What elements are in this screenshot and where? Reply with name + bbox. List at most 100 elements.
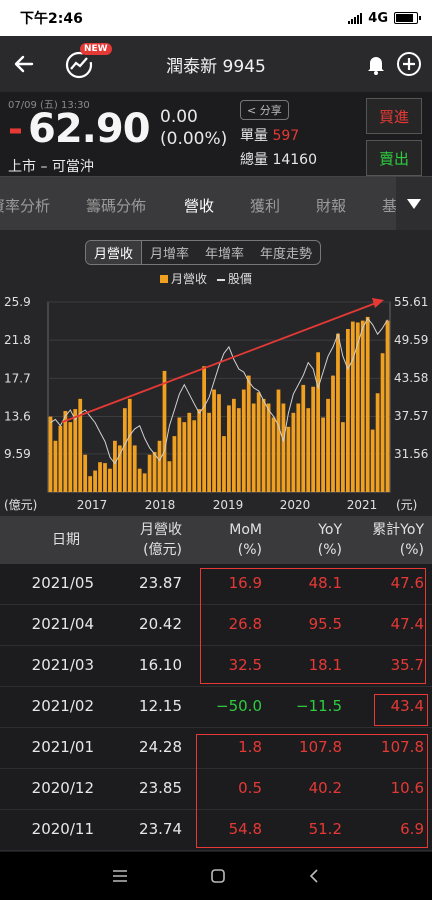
tab-fundamentals[interactable]: 基: [382, 197, 398, 215]
revenue-bar: [113, 440, 117, 492]
revenue-bar: [256, 392, 261, 492]
revenue-bar: [251, 403, 256, 492]
revenue-bar: [336, 333, 340, 492]
table-row[interactable]: 2020/12 23.85 0.5 40.2 10.6: [0, 769, 432, 810]
revenue-bar: [286, 426, 291, 492]
status-icons: 4G: [348, 11, 421, 26]
right-tick-label: 43.58: [394, 371, 428, 385]
table-row[interactable]: 2020/11 23.74 54.8 51.2 6.9: [0, 810, 432, 851]
legend-price: 股價: [217, 270, 252, 287]
signal-icon: [348, 12, 363, 24]
col-cum-yoy: 累計YoY (%): [372, 522, 424, 558]
x-tick-label: 2020: [280, 498, 311, 512]
left-tick-label: 13.6: [4, 410, 31, 424]
sell-button[interactable]: 賣出: [366, 140, 422, 176]
trend-logo-icon: [65, 51, 93, 79]
left-unit-label: (億元): [4, 498, 37, 512]
revenue-bar: [306, 408, 311, 492]
bell-icon[interactable]: [364, 52, 388, 76]
revenue-chart: 25.9 21.8 17.7 13.6 9.59 55.61 49.59 43.58 37.57…: [4, 295, 428, 512]
table-row[interactable]: 2021/03 16.10 32.5 18.1 35.7: [0, 646, 432, 687]
revenue-bar: [316, 352, 321, 492]
table-row[interactable]: 2021/02 12.15 −50.0 −11.5 43.4: [0, 687, 432, 728]
buy-button[interactable]: 買進: [366, 98, 422, 134]
revenue-bar: [137, 468, 142, 492]
cell-mom: 54.8: [228, 820, 262, 838]
revenue-bar: [227, 405, 231, 492]
revenue-bar: [58, 425, 63, 492]
tab-chip-distribution[interactable]: 籌碼分佈: [86, 197, 147, 215]
revenue-bar: [345, 329, 350, 492]
seg-annual-trend[interactable]: 年度走勢: [260, 247, 313, 262]
cell-mom: 26.8: [228, 615, 262, 633]
seg-mom[interactable]: 月增率: [150, 247, 190, 262]
cell-revenue: 12.15: [139, 697, 182, 715]
new-badge: NEW: [80, 43, 112, 55]
cell-mom: 16.9: [228, 574, 262, 592]
cell-date: 2021/04: [31, 615, 94, 633]
revenue-bar: [222, 436, 226, 492]
revenue-bar: [291, 412, 296, 492]
back-button[interactable]: [10, 50, 38, 78]
app-logo-button[interactable]: NEW: [62, 43, 112, 81]
cell-cum-yoy: 47.6: [390, 574, 424, 592]
cell-cum-yoy: 10.6: [390, 779, 424, 797]
table-row[interactable]: 2021/04 20.42 26.8 95.5 47.4: [0, 605, 432, 646]
nav-back-icon[interactable]: [308, 868, 320, 884]
trend-arrow-line: [61, 302, 377, 423]
revenue-bar: [122, 408, 127, 492]
cell-date: 2021/05: [31, 574, 94, 592]
share-label: 分享: [259, 104, 282, 117]
share-button[interactable]: < 分享: [240, 100, 289, 120]
tab-financials[interactable]: 財報: [316, 197, 347, 215]
unit-volume-label: 單量: [240, 128, 268, 144]
revenue-bar: [276, 389, 281, 492]
tab-revenue[interactable]: 營收: [184, 197, 215, 215]
cell-mom: 0.5: [238, 779, 262, 797]
cell-revenue: 23.87: [139, 574, 182, 592]
quote-datetime: 07/09 (五) 13:30: [8, 100, 90, 111]
revenue-bar: [281, 403, 286, 492]
seg-yoy[interactable]: 年增率: [205, 247, 245, 262]
col-yoy: YoY (%): [317, 522, 342, 558]
cell-date: 2021/03: [31, 656, 94, 674]
right-tick-label: 55.61: [394, 295, 428, 309]
menu-icon[interactable]: [112, 869, 128, 883]
cell-yoy: 107.8: [299, 738, 342, 756]
revenue-bar: [83, 454, 88, 492]
chart-legend: 月營收 股價: [160, 270, 252, 287]
quote-panel: 07/09 (五) 13:30 - 62.90 0.00 (0.00%) 上市 …: [0, 92, 432, 176]
cell-date: 2020/11: [31, 820, 94, 838]
tab-ratio-analysis[interactable]: 資率分析: [0, 197, 51, 215]
top-actions: [364, 51, 422, 77]
table-row[interactable]: 2021/01 24.28 1.8 107.8 107.8: [0, 728, 432, 769]
cell-yoy: 95.5: [308, 615, 342, 633]
tab-more-button[interactable]: [396, 177, 432, 231]
revenue-bar: [127, 398, 132, 492]
right-unit-label: (元): [396, 498, 417, 512]
android-nav-bar: [0, 852, 432, 900]
home-icon[interactable]: [210, 868, 226, 884]
cell-revenue: 23.85: [139, 779, 182, 797]
cell-cum-yoy: 47.4: [390, 615, 424, 633]
revenue-bar: [246, 375, 251, 492]
add-circle-icon[interactable]: [396, 51, 422, 77]
revenue-bar: [350, 321, 355, 492]
total-volume-label: 總量: [240, 152, 268, 168]
price-change: 0.00 (0.00%): [160, 106, 227, 150]
col-mom: MoM (%): [229, 522, 262, 558]
cell-revenue: 23.74: [139, 820, 182, 838]
revenue-bar: [187, 412, 192, 492]
revenue-bar: [370, 429, 375, 492]
cell-mom: 32.5: [228, 656, 262, 674]
cell-yoy: 40.2: [308, 779, 342, 797]
seg-monthly-revenue[interactable]: 月營收: [86, 241, 143, 264]
table-row[interactable]: 2021/05 23.87 16.9 48.1 47.6: [0, 564, 432, 605]
col-revenue: 月營收 (億元): [140, 522, 182, 558]
tab-profit[interactable]: 獲利: [250, 197, 281, 215]
revenue-bar: [142, 473, 147, 492]
left-tick-label: 9.59: [4, 447, 31, 461]
revenue-bar: [108, 468, 112, 492]
revenue-bar: [147, 454, 152, 492]
revenue-bar: [73, 409, 78, 492]
